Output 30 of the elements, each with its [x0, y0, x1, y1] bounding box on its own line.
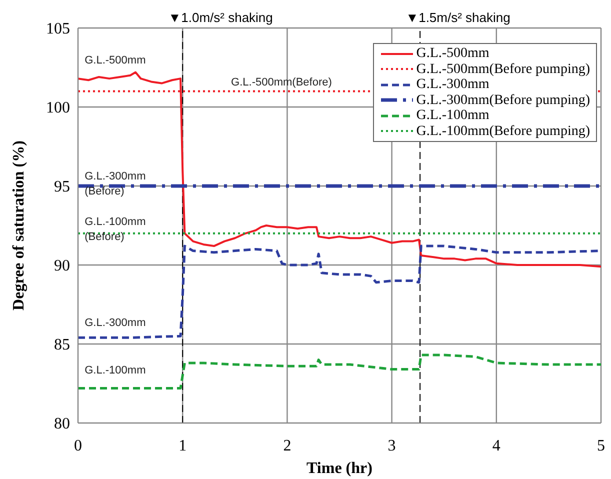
y-tick-label: 105: [46, 20, 70, 38]
x-tick-label: 5: [597, 437, 605, 454]
y-tick-label: 100: [46, 100, 70, 117]
line-series: [78, 244, 601, 339]
x-tick-label: 0: [74, 437, 82, 454]
y-tick-label: 85: [54, 336, 70, 354]
y-tick-label: 80: [54, 416, 70, 433]
y-tick-label: 95: [54, 178, 70, 196]
x-tick-label: 1: [178, 437, 187, 454]
annotation: G.L.-100mm: [84, 364, 146, 376]
legend-label: G.L.-100mm(Before pumping): [416, 124, 590, 139]
annotation: G.L.-500mm(Before): [231, 76, 332, 89]
legend-label: G.L.-100mm: [416, 108, 490, 124]
legend-label: G.L.-300mm(Before pumping): [416, 92, 590, 108]
annotation: G.L.-500mm: [84, 54, 146, 67]
x-axis-title: Time (hr): [306, 460, 372, 477]
y-axis-title: Degree of saturation (%): [10, 140, 28, 310]
ref-line-label: ▼1.0m/s² shaking: [168, 10, 273, 25]
annotation: G.L.-300mm: [84, 316, 146, 329]
annotation: G.L.-300mm (Before): [84, 170, 146, 198]
legend-label: G.L.-300mm: [416, 77, 490, 92]
annotation: G.L.-100mm (Before): [84, 216, 146, 244]
y-tick-label: 90: [54, 258, 70, 275]
x-tick-label: 2: [283, 437, 292, 454]
line-series: [78, 354, 601, 390]
ref-line-label: ▼1.5m/s² shaking: [406, 10, 510, 25]
x-tick-label: 3: [388, 437, 396, 454]
legend-label: G.L.-500mm: [416, 46, 490, 62]
legend-label: G.L.-500mm(Before pumping): [416, 62, 590, 77]
x-tick-label: 4: [492, 437, 500, 454]
